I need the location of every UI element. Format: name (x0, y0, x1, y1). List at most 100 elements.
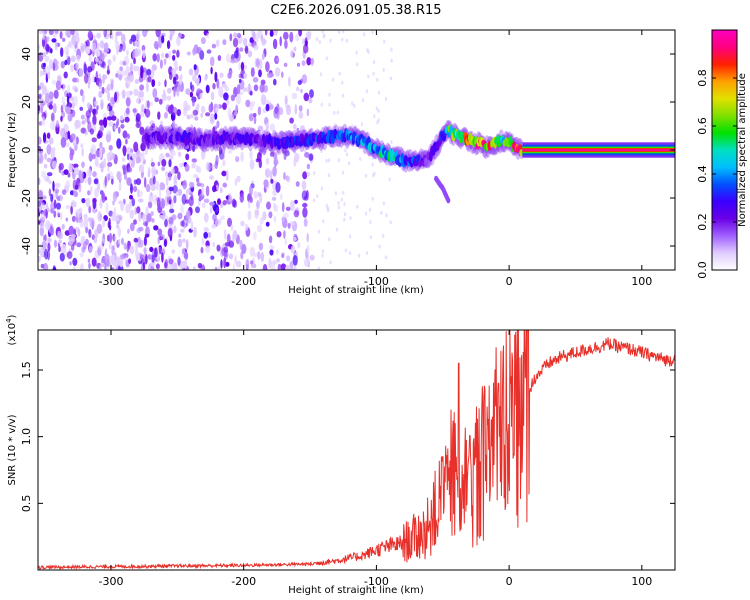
spectrogram-noise-blob (306, 57, 312, 66)
spectrogram-noise-blob (98, 81, 102, 90)
spectrogram-noise-blob (250, 67, 255, 77)
spectrogram-noise-blob (98, 119, 104, 126)
spectrogram-noise-blob (217, 55, 222, 61)
spectrogram-noise-blob (269, 245, 275, 251)
spectrogram-noise-blob (208, 103, 213, 113)
spectrogram-noise-blob (240, 151, 244, 162)
spectrogram-noise-blob (51, 79, 57, 85)
spectrogram-noise-blob (219, 217, 222, 225)
spectrogram-noise-blob (293, 265, 297, 270)
spectrogram-noise-blob (289, 31, 294, 43)
spectrogram-noise-blob (297, 80, 302, 86)
spectrogram-noise-blob (122, 130, 128, 139)
spectrogram-noise-blob (60, 60, 65, 69)
spectrogram-noise-blob (186, 51, 191, 56)
spectrogram-noise-blob (225, 170, 229, 181)
spectrogram-noise-blob (128, 159, 133, 164)
spectrogram-noise-blob (148, 167, 151, 178)
spectrogram-noise-blob (321, 253, 324, 258)
spectrogram-noise-blob (93, 178, 99, 185)
spectrogram-noise-blob (113, 234, 117, 246)
spectrogram-noise-blob (67, 114, 73, 122)
spectrogram-noise-blob (60, 115, 63, 122)
spectrogram-noise-blob (292, 123, 297, 130)
spectrogram-noise-blob (69, 190, 75, 196)
spectrogram-noise-blob (373, 114, 376, 119)
spectrogram-noise-blob (88, 245, 93, 253)
spectrogram-noise-blob (159, 182, 164, 191)
spectrogram-noise-blob (371, 162, 374, 167)
spectrogram-noise-blob (159, 59, 163, 69)
spectrogram-noise-blob (165, 53, 169, 59)
spectrogram-noise-blob (209, 113, 215, 125)
spectrogram-noise-blob (133, 237, 139, 243)
spectrogram-noise-blob (371, 30, 374, 35)
spectrogram-noise-blob (205, 112, 211, 117)
spectrogram-noise-blob (67, 84, 70, 94)
spectrogram-noise-blob (172, 49, 177, 54)
spectrogram-noise-blob (47, 237, 52, 243)
spectrogram-noise-blob (137, 38, 140, 49)
spectrogram-noise-blob (161, 35, 165, 44)
spectrogram-noise-blob (159, 214, 165, 220)
spectrogram-noise-blob (201, 187, 205, 196)
spectrogram-noise-blob (39, 247, 44, 258)
spectrogram-noise (38, 30, 393, 270)
spectrogram-noise-blob (99, 141, 103, 149)
spectrogram-noise-blob (309, 89, 314, 99)
spectrogram-noise-blob (241, 243, 247, 254)
spectrogram-noise-blob (173, 195, 177, 204)
spectrogram-noise-blob (50, 148, 55, 159)
spectrogram-noise-blob (295, 33, 300, 42)
spectrogram-noise-blob (142, 30, 148, 38)
spectrogram-noise-blob (70, 205, 73, 215)
spectrogram-noise-blob (157, 81, 161, 87)
spectrogram-noise-blob (303, 43, 309, 54)
spectrogram-noise-blob (41, 170, 47, 179)
spectrogram-noise-blob (126, 90, 131, 98)
spectrogram-noise-blob (354, 124, 357, 129)
spectrogram-noise-blob (206, 49, 212, 54)
spectrogram-branch-blob (446, 197, 451, 204)
spectrogram-noise-blob (87, 31, 94, 40)
spectrogram-noise-blob (216, 244, 221, 252)
snr-x-tick-label: -300 (99, 575, 124, 588)
spectrogram-noise-blob (119, 115, 124, 121)
spectrogram-noise-blob (189, 181, 195, 188)
spectrogram-noise-blob (275, 249, 279, 255)
spectrogram-noise-blob (173, 60, 178, 68)
spectrogram-noise-blob (272, 38, 278, 50)
spectrogram-noise-blob (161, 166, 166, 171)
spectrogram-noise-blob (267, 71, 273, 79)
spectrogram-noise-blob (222, 200, 227, 206)
spectrogram-noise-blob (280, 263, 287, 270)
spectrogram-noise-blob (81, 93, 85, 103)
spectrogram-noise-blob (236, 94, 241, 105)
spectrogram-noise-blob (193, 64, 197, 71)
spectrogram-noise-blob (101, 262, 105, 268)
spectrogram-noise-blob (62, 37, 66, 42)
spectrogram-noise-blob (281, 251, 285, 259)
spectrogram-noise-blob (341, 93, 345, 98)
spectrogram-noise-blob (87, 176, 92, 186)
spectrogram-noise-blob (220, 259, 223, 269)
spectrogram-noise-blob (58, 164, 62, 174)
spectrogram-noise-blob (115, 121, 119, 129)
spectrogram-noise-blob (173, 264, 178, 270)
spectrogram-noise-blob (96, 105, 99, 111)
spectrogram-noise-blob (99, 148, 102, 159)
spectrogram-noise-blob (69, 146, 72, 151)
spectrogram-noise-blob (44, 92, 50, 104)
spectrogram-noise-blob (228, 240, 235, 248)
spectrogram-noise-blob (50, 193, 54, 203)
spectrogram-noise-blob (259, 58, 263, 70)
spectrogram-noise-blob (46, 36, 50, 42)
spectrogram-noise-blob (41, 116, 46, 126)
spectrogram-noise-blob (177, 188, 183, 196)
spectrogram-noise-blob (149, 125, 154, 132)
spectrogram-noise-blob (298, 105, 303, 112)
spectrogram-noise-blob (126, 49, 129, 56)
spectrogram-x-tick-label: -100 (364, 275, 389, 288)
spectrogram-noise-blob (177, 151, 182, 157)
spectrogram-noise-blob (176, 86, 180, 97)
